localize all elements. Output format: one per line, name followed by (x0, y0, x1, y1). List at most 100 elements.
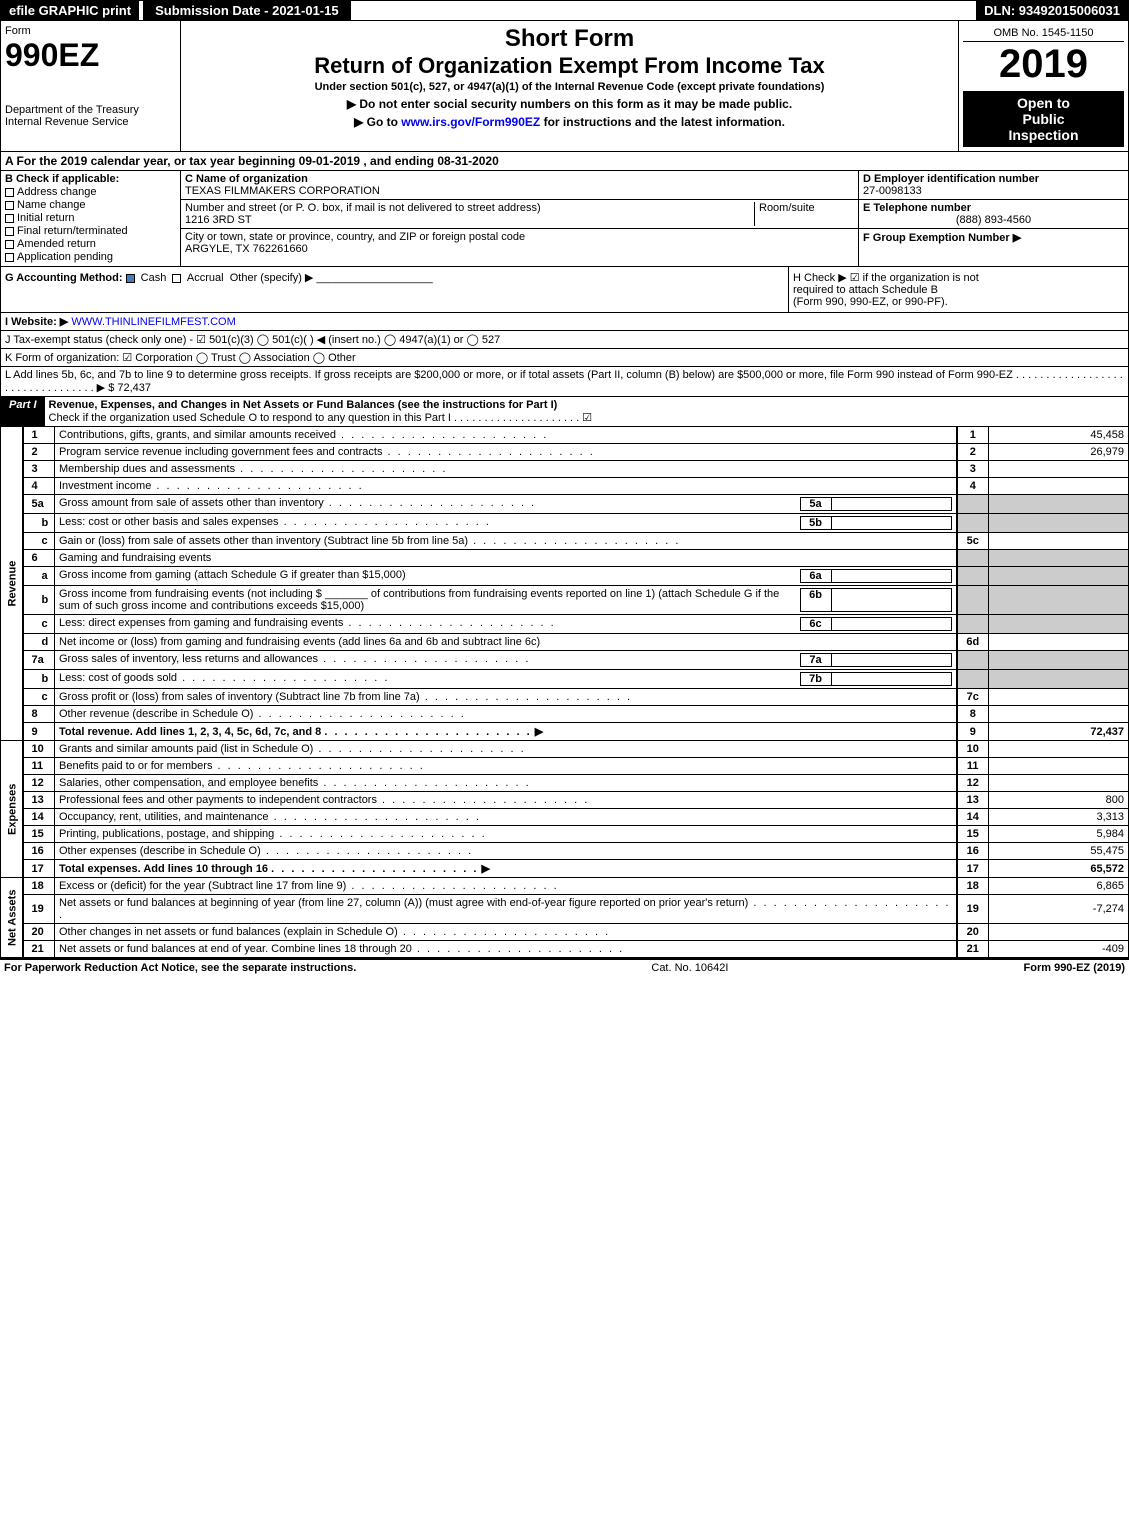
line-5a: 5a Gross amount from sale of assets othe… (1, 495, 1129, 514)
row-i: I Website: ▶ WWW.THINLINEFILMFEST.COM (0, 313, 1129, 331)
public: Public (967, 111, 1120, 127)
footer-right: Form 990-EZ (2019) (1024, 962, 1125, 974)
line-7c: c Gross profit or (loss) from sales of i… (1, 689, 1129, 706)
box-d: D Employer identification number 27-0098… (859, 171, 1128, 200)
check-accrual[interactable] (172, 274, 181, 283)
city-value: ARGYLE, TX 762261660 (185, 243, 854, 255)
box-f: F Group Exemption Number ▶ (859, 229, 1128, 246)
box-e-label: E Telephone number (863, 202, 1124, 214)
page-footer: For Paperwork Reduction Act Notice, see … (0, 958, 1129, 976)
line-18: Net Assets 18 Excess or (deficit) for th… (1, 878, 1129, 895)
check-cash[interactable] (126, 274, 135, 283)
row-h-line3: (Form 990, 990-EZ, or 990-PF). (793, 296, 1124, 308)
line-9: 9 Total revenue. Add lines 1, 2, 3, 4, 5… (1, 723, 1129, 741)
line-6: 6 Gaming and fundraising events (1, 550, 1129, 567)
dln: DLN: 93492015006031 (976, 1, 1128, 20)
line-21: 21 Net assets or fund balances at end of… (1, 941, 1129, 958)
check-address-change[interactable]: Address change (5, 186, 176, 198)
ein-value: 27-0098133 (863, 185, 1124, 197)
header-left: Form 990EZ Department of the Treasury In… (1, 21, 181, 151)
return-title: Return of Organization Exempt From Incom… (185, 53, 954, 79)
line-4: 4 Investment income 4 (1, 478, 1129, 495)
line-7a: 7a Gross sales of inventory, less return… (1, 651, 1129, 670)
part-1-table: Revenue 1 Contributions, gifts, grants, … (0, 427, 1129, 958)
box-b-title: B Check if applicable: (5, 173, 176, 185)
line-19: 19 Net assets or fund balances at beginn… (1, 895, 1129, 924)
line-10: Expenses 10 Grants and similar amounts p… (1, 741, 1129, 758)
line-5c: c Gain or (loss) from sale of assets oth… (1, 533, 1129, 550)
open-to: Open to (967, 95, 1120, 111)
website-link[interactable]: WWW.THINLINEFILMFEST.COM (71, 316, 235, 328)
line-11: 11 Benefits paid to or for members 11 (1, 758, 1129, 775)
irs-label: Internal Revenue Service (5, 116, 176, 128)
row-h-line1: H Check ▶ ☑ if the organization is not (793, 271, 1124, 284)
section-b-through-f: B Check if applicable: Address change Na… (0, 171, 1129, 267)
form-word: Form (5, 25, 176, 37)
line-16: 16 Other expenses (describe in Schedule … (1, 843, 1129, 860)
line-6c: c Less: direct expenses from gaming and … (1, 615, 1129, 634)
line-6b: b Gross income from fundraising events (… (1, 586, 1129, 615)
part-1-label: Part I (1, 397, 45, 426)
room-suite: Room/suite (754, 202, 854, 226)
box-c: C Name of organization TEXAS FILMMAKERS … (181, 171, 858, 266)
footer-left: For Paperwork Reduction Act Notice, see … (4, 962, 356, 974)
box-d-label: D Employer identification number (863, 173, 1124, 185)
part-1-check: Check if the organization used Schedule … (49, 412, 593, 424)
line-20: 20 Other changes in net assets or fund b… (1, 924, 1129, 941)
part-1-title: Revenue, Expenses, and Changes in Net As… (45, 397, 1128, 426)
box-e: E Telephone number (888) 893-4560 (859, 200, 1128, 229)
header-right: OMB No. 1545-1150 2019 Open to Public In… (958, 21, 1128, 151)
line-3: 3 Membership dues and assessments 3 (1, 461, 1129, 478)
open-public-box: Open to Public Inspection (963, 91, 1124, 147)
side-net-assets: Net Assets (1, 878, 23, 958)
efile-print-button[interactable]: efile GRAPHIC print (1, 1, 139, 20)
tax-year: 2019 (963, 42, 1124, 87)
street-value: 1216 3RD ST (185, 214, 754, 226)
box-c-name-label: C Name of organization (185, 173, 854, 185)
line-5b: b Less: cost or other basis and sales ex… (1, 514, 1129, 533)
box-c-street-row: Number and street (or P. O. box, if mail… (181, 200, 858, 229)
line-2: 2 Program service revenue including gove… (1, 444, 1129, 461)
under-section: Under section 501(c), 527, or 4947(a)(1)… (185, 81, 954, 93)
row-l: L Add lines 5b, 6c, and 7b to line 9 to … (0, 367, 1129, 397)
city-label: City or town, state or province, country… (185, 231, 854, 243)
row-j: J Tax-exempt status (check only one) - ☑… (0, 331, 1129, 349)
street-label: Number and street (or P. O. box, if mail… (185, 202, 754, 214)
line-15: 15 Printing, publications, postage, and … (1, 826, 1129, 843)
line-13: 13 Professional fees and other payments … (1, 792, 1129, 809)
org-name: TEXAS FILMMAKERS CORPORATION (185, 185, 854, 197)
check-initial-return[interactable]: Initial return (5, 212, 176, 224)
check-application-pending[interactable]: Application pending (5, 251, 176, 263)
line-6d: d Net income or (loss) from gaming and f… (1, 634, 1129, 651)
check-final-return[interactable]: Final return/terminated (5, 225, 176, 237)
header-center: Short Form Return of Organization Exempt… (181, 21, 958, 151)
check-amended-return[interactable]: Amended return (5, 238, 176, 250)
goto-line: ▶ Go to www.irs.gov/Form990EZ for instru… (185, 115, 954, 129)
part-1-header-row: Part I Revenue, Expenses, and Changes in… (0, 397, 1129, 427)
line-14: 14 Occupancy, rent, utilities, and maint… (1, 809, 1129, 826)
row-k: K Form of organization: ☑ Corporation ◯ … (0, 349, 1129, 367)
form-header: Form 990EZ Department of the Treasury In… (0, 21, 1129, 152)
box-b: B Check if applicable: Address change Na… (1, 171, 181, 266)
no-ssn-line: ▶ Do not enter social security numbers o… (185, 97, 954, 111)
check-name-change[interactable]: Name change (5, 199, 176, 211)
line-a-tax-year: A For the 2019 calendar year, or tax yea… (0, 152, 1129, 171)
phone-value: (888) 893-4560 (863, 214, 1124, 226)
box-d-e-f: D Employer identification number 27-0098… (858, 171, 1128, 266)
line-8: 8 Other revenue (describe in Schedule O)… (1, 706, 1129, 723)
omb-number: OMB No. 1545-1150 (963, 25, 1124, 42)
row-g: G Accounting Method: Cash Accrual Other … (1, 267, 788, 312)
dept-treasury: Department of the Treasury (5, 104, 176, 116)
box-c-name: C Name of organization TEXAS FILMMAKERS … (181, 171, 858, 200)
box-c-city: City or town, state or province, country… (181, 229, 858, 257)
line-17: 17 Total expenses. Add lines 10 through … (1, 860, 1129, 878)
line-12: 12 Salaries, other compensation, and emp… (1, 775, 1129, 792)
footer-center: Cat. No. 10642I (651, 962, 728, 974)
box-f-label: F Group Exemption Number ▶ (863, 231, 1124, 244)
submission-date: Submission Date - 2021-01-15 (143, 1, 351, 20)
irs-link[interactable]: www.irs.gov/Form990EZ (401, 115, 540, 129)
inspection: Inspection (967, 127, 1120, 143)
short-form-title: Short Form (185, 25, 954, 53)
form-number: 990EZ (5, 37, 176, 74)
box-c-street: Number and street (or P. O. box, if mail… (185, 202, 754, 226)
